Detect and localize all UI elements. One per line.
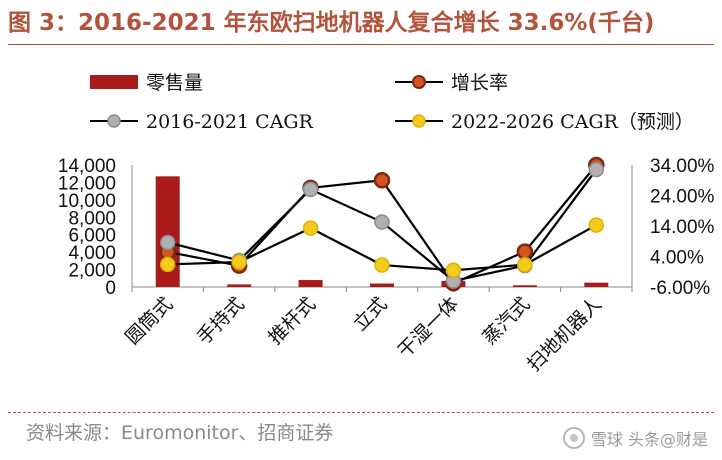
legend-marker [412,75,426,89]
left-tick-label: 2,000 [68,261,116,282]
right-tick-label: 34.00% [650,156,715,177]
source-divider [8,412,714,413]
watermark-text: 雪球 头条@财是 [590,430,708,449]
bar-retail-volume [298,280,323,287]
category-label: 推杆式 [264,293,320,349]
category-label: 蒸汽式 [479,293,535,349]
bar-retail-volume [512,285,537,287]
category-label: 立式 [349,293,391,335]
right-tick-label: 14.00% [650,217,715,238]
point-cagr-2022-2026 [302,220,319,236]
legend-label: 2016-2021 CAGR [146,111,314,133]
title-divider [8,44,714,45]
legend-marker [107,114,121,128]
left-tick-label: 8,000 [68,208,116,229]
point-cagr-2016-2021 [159,234,176,251]
left-tick-label: 14,000 [58,156,116,177]
legend-marker [412,114,426,128]
left-tick-label: 6,000 [68,226,116,247]
left-tick-label: 10,000 [58,191,116,212]
legend-swatch-bar [90,75,138,89]
point-cagr-2022-2026 [231,254,247,270]
point-cagr-2022-2026 [445,262,462,278]
point-cagr-2016-2021 [588,161,605,178]
source-note: 资料来源：Euromonitor、招商证券 [26,422,334,444]
category-label: 扫地机器人 [523,293,606,376]
left-tick-label: 0 [105,278,116,299]
left-tick-label: 4,000 [68,243,116,264]
right-tick-label: 4.00% [650,248,704,269]
right-tick-label: 24.00% [650,187,715,208]
legend-label: 增长率 [451,72,508,94]
watermark: 雪球 头条@财是 [562,426,708,450]
point-cagr-2016-2021 [302,181,319,198]
category-label: 圆筒式 [121,293,177,349]
point-growth-rate [373,172,391,189]
bar-retail-volume [584,282,609,287]
chart-title: 图 3：2016-2021 年东欧扫地机器人复合增长 33.6%(千台) [8,10,655,36]
right-tick-label: -6.00% [650,278,710,299]
point-cagr-2016-2021 [374,214,390,230]
category-label: 手持式 [193,293,249,349]
left-tick-label: 12,000 [58,173,116,194]
point-cagr-2022-2026 [159,256,176,273]
category-label: 干湿一体 [394,293,463,362]
point-cagr-2022-2026 [517,256,533,273]
legend-label: 零售量 [146,72,203,94]
point-cagr-2022-2026 [374,257,390,273]
snowball-logo-icon [562,427,585,449]
bar-retail-volume [227,284,252,287]
point-growth-rate [516,243,534,260]
bar-retail-volume [370,283,394,287]
chart-canvas: 零售量 增长率 2016-2021 CAGR 2022-2026 CAGR（预测） 14… [58,72,715,376]
legend-label: 2022-2026 CAGR（预测） [451,111,694,133]
point-cagr-2022-2026 [588,217,605,233]
